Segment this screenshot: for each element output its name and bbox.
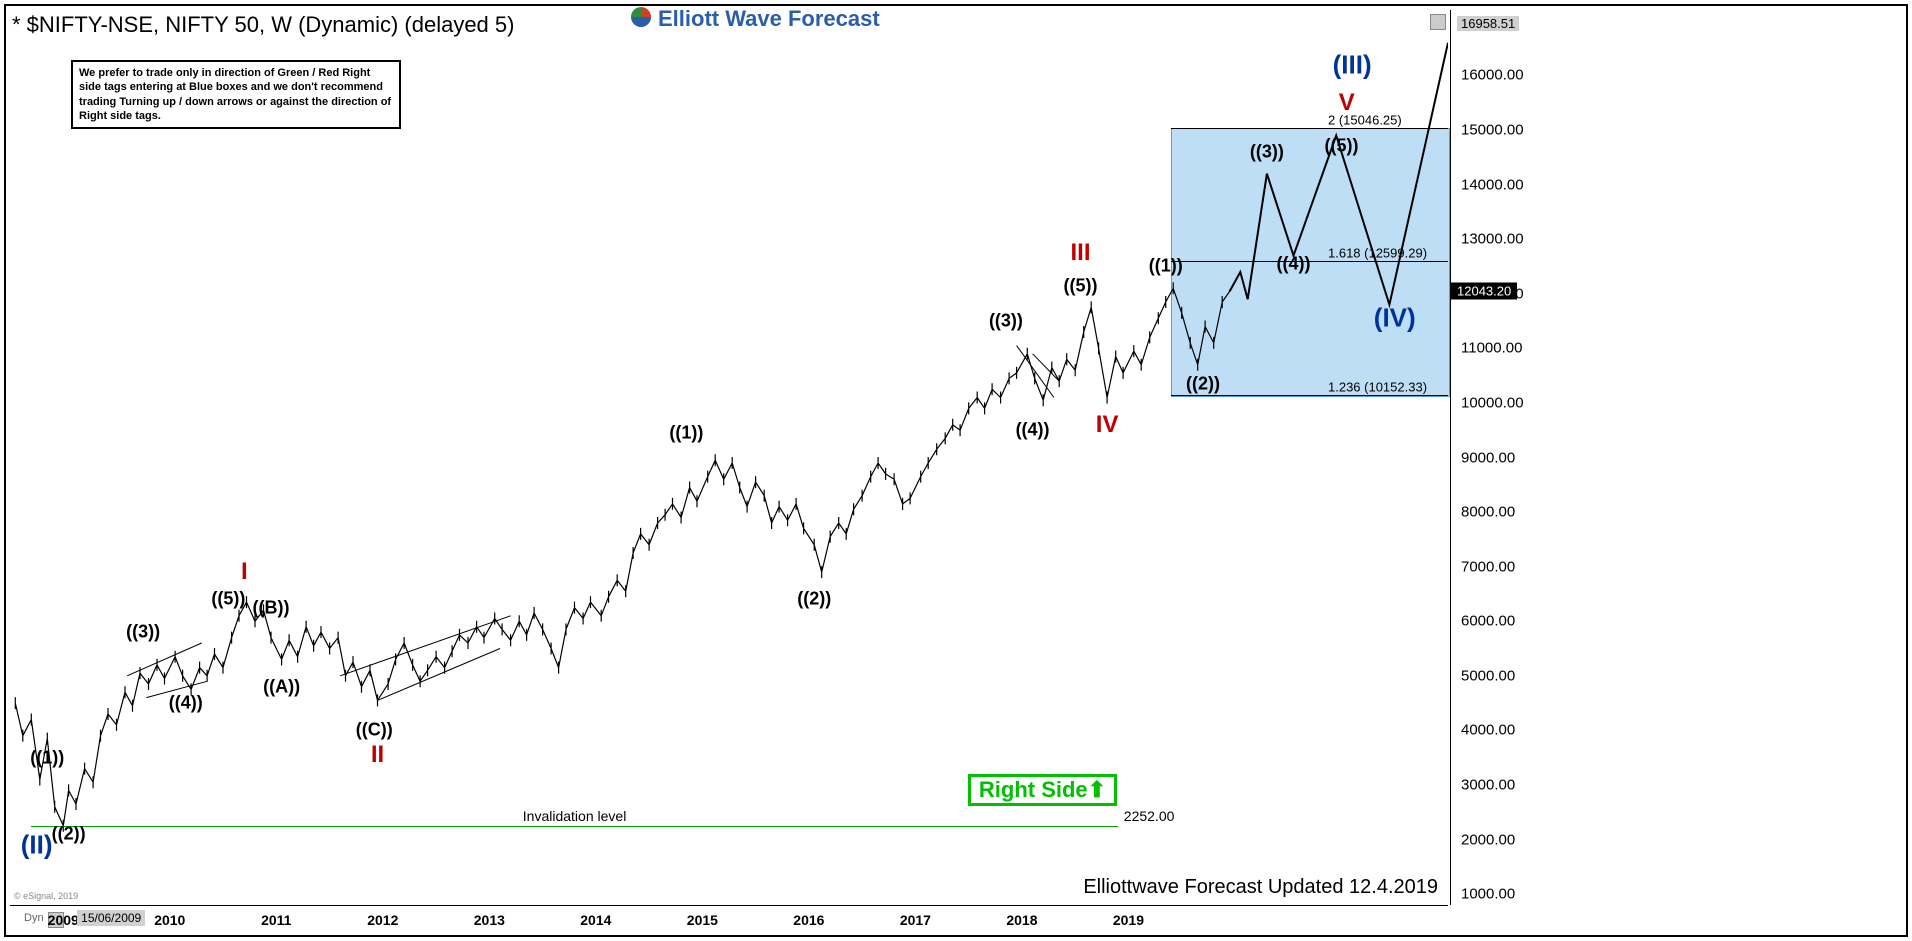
fib-line xyxy=(1171,395,1448,396)
forecast-updated-label: Elliottwave Forecast Updated 12.4.2019 xyxy=(1083,876,1438,899)
yaxis-tick: 15000.00 xyxy=(1461,122,1524,139)
wave-label: (III) xyxy=(1333,49,1372,80)
right-side-text: Right Side xyxy=(979,777,1088,802)
wave-label: (IV) xyxy=(1374,303,1416,334)
wave-label: ((1)) xyxy=(30,747,64,768)
wave-label: (II) xyxy=(21,829,53,860)
wave-label: V xyxy=(1339,89,1355,117)
yaxis-tick: 9000.00 xyxy=(1461,449,1515,466)
yaxis-tick: 2000.00 xyxy=(1461,831,1515,848)
xaxis-tick: 2013 xyxy=(474,912,505,928)
wave-label: ((2)) xyxy=(797,589,831,610)
wave-label: I xyxy=(241,558,248,586)
yaxis-tick: 5000.00 xyxy=(1461,667,1515,684)
xaxis-tick: 2010 xyxy=(154,912,185,928)
wave-label: ((3)) xyxy=(1250,141,1284,162)
current-price-tag: 12043.20 xyxy=(1451,283,1517,300)
wave-label: ((4)) xyxy=(169,693,203,714)
fib-label: 1.236 (10152.33) xyxy=(1328,379,1427,394)
dyn-label: Dyn xyxy=(24,912,44,924)
yaxis-tick: 8000.00 xyxy=(1461,504,1515,521)
wave-label: III xyxy=(1070,239,1090,267)
fib-line xyxy=(1171,128,1448,129)
wave-label: II xyxy=(371,741,384,769)
wave-label: ((4)) xyxy=(1277,253,1311,274)
yaxis-tick: 16000.00 xyxy=(1461,67,1524,84)
wave-label: ((3)) xyxy=(126,622,160,643)
wave-label: ((5)) xyxy=(1324,136,1358,157)
yaxis-tick: 14000.00 xyxy=(1461,176,1524,193)
yaxis-top-value: 16958.51 xyxy=(1457,16,1519,31)
yaxis-tick: 6000.00 xyxy=(1461,613,1515,630)
yaxis-tick: 7000.00 xyxy=(1461,558,1515,575)
xaxis-tick: 2016 xyxy=(793,912,824,928)
y-axis: 16958.51 16000.00 15000.00 14000.00 13000.00… xyxy=(1450,10,1556,905)
xaxis-tick: 2018 xyxy=(1006,912,1037,928)
wave-label: ((2)) xyxy=(52,824,86,845)
esignal-copyright: © eSignal, 2019 xyxy=(14,891,78,901)
xaxis-cursor-date: 15/06/2009 xyxy=(77,910,145,926)
right-side-tag: Right Side⬆ xyxy=(968,774,1117,806)
yaxis-tick: 4000.00 xyxy=(1461,722,1515,739)
xaxis-tick: 2014 xyxy=(580,912,611,928)
xaxis-tick: 2015 xyxy=(687,912,718,928)
xaxis-tick: 2011 xyxy=(261,912,291,928)
wave-label: ((1)) xyxy=(669,422,703,443)
wave-label: ((B)) xyxy=(252,597,289,618)
wave-label: ((3)) xyxy=(989,311,1023,332)
xaxis-tick: 2009 xyxy=(48,912,79,928)
yaxis-tick: 3000.00 xyxy=(1461,776,1515,793)
xaxis-tick: 2017 xyxy=(900,912,931,928)
yaxis-tick: 13000.00 xyxy=(1461,231,1524,248)
wave-label: ((5)) xyxy=(1064,275,1098,296)
arrow-up-icon: ⬆ xyxy=(1088,777,1106,802)
price-chart-area[interactable]: Invalidation level 2252.00 2 (15046.25)1… xyxy=(10,10,1448,905)
chart-frame: * $NIFTY-NSE, NIFTY 50, W (Dynamic) (del… xyxy=(4,4,1908,937)
price-plot-svg xyxy=(10,10,1448,905)
wave-label: ((A)) xyxy=(263,676,300,697)
yaxis-tick: 11000.00 xyxy=(1461,340,1522,357)
yaxis-tick: 10000.00 xyxy=(1461,394,1524,411)
xaxis-tick: 2019 xyxy=(1113,912,1144,928)
wave-label: ((5)) xyxy=(211,589,245,610)
wave-label: ((2)) xyxy=(1186,373,1220,394)
wave-label: ((C)) xyxy=(356,720,393,741)
wave-label: ((1)) xyxy=(1149,256,1183,277)
invalidation-value: 2252.00 xyxy=(1124,808,1175,824)
xaxis-tick: 2012 xyxy=(367,912,398,928)
invalidation-line xyxy=(31,826,1117,827)
fib-label: 1.618 (12599.29) xyxy=(1328,246,1427,261)
yaxis-tick: 1000.00 xyxy=(1461,886,1515,903)
wave-label: IV xyxy=(1096,411,1119,439)
invalidation-label: Invalidation level xyxy=(523,808,627,824)
x-axis: Dyn 2009 2010 2011 2012 2013 2014 2015 2016 2017… xyxy=(10,905,1448,933)
wave-label: ((4)) xyxy=(1016,420,1050,441)
